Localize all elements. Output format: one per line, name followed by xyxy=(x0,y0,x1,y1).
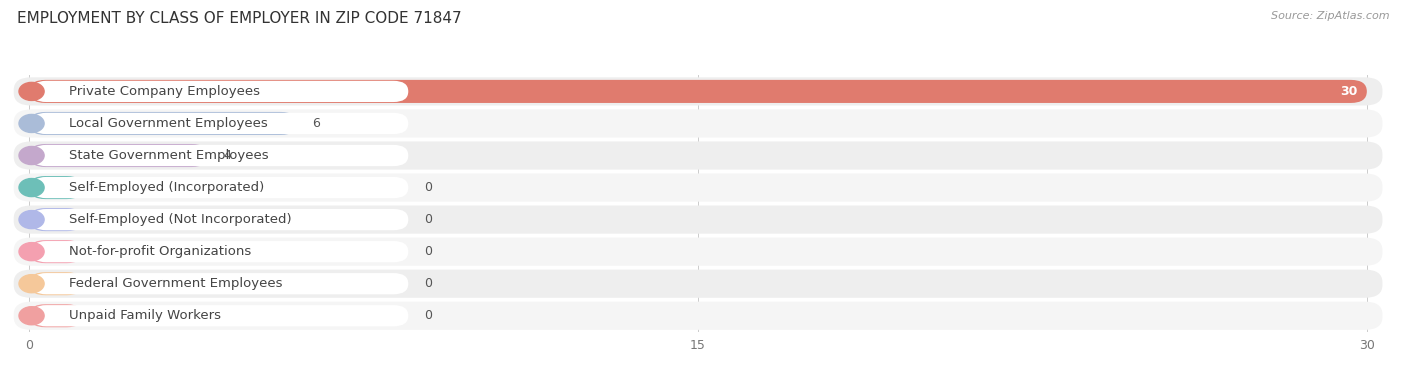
FancyBboxPatch shape xyxy=(31,241,408,262)
Text: EMPLOYMENT BY CLASS OF EMPLOYER IN ZIP CODE 71847: EMPLOYMENT BY CLASS OF EMPLOYER IN ZIP C… xyxy=(17,11,461,26)
Circle shape xyxy=(20,83,44,100)
Text: 0: 0 xyxy=(423,181,432,194)
FancyBboxPatch shape xyxy=(31,113,408,134)
FancyBboxPatch shape xyxy=(30,144,208,167)
Text: 0: 0 xyxy=(423,309,432,322)
FancyBboxPatch shape xyxy=(30,240,83,263)
Text: 0: 0 xyxy=(423,277,432,290)
Text: 4: 4 xyxy=(224,149,231,162)
Circle shape xyxy=(20,243,44,261)
FancyBboxPatch shape xyxy=(31,209,408,230)
FancyBboxPatch shape xyxy=(14,109,1382,138)
FancyBboxPatch shape xyxy=(31,305,408,326)
FancyBboxPatch shape xyxy=(30,208,83,231)
FancyBboxPatch shape xyxy=(14,173,1382,202)
Text: Self-Employed (Not Incorporated): Self-Employed (Not Incorporated) xyxy=(69,213,292,226)
Text: Source: ZipAtlas.com: Source: ZipAtlas.com xyxy=(1271,11,1389,21)
Circle shape xyxy=(20,179,44,196)
FancyBboxPatch shape xyxy=(31,273,408,294)
FancyBboxPatch shape xyxy=(14,270,1382,298)
FancyBboxPatch shape xyxy=(14,238,1382,266)
FancyBboxPatch shape xyxy=(31,145,408,166)
FancyBboxPatch shape xyxy=(14,302,1382,330)
Text: 30: 30 xyxy=(1340,85,1358,98)
Circle shape xyxy=(20,115,44,132)
Circle shape xyxy=(20,147,44,164)
FancyBboxPatch shape xyxy=(30,176,83,199)
Text: 0: 0 xyxy=(423,213,432,226)
FancyBboxPatch shape xyxy=(30,112,297,135)
Text: Local Government Employees: Local Government Employees xyxy=(69,117,269,130)
Text: Federal Government Employees: Federal Government Employees xyxy=(69,277,283,290)
Text: 6: 6 xyxy=(312,117,321,130)
FancyBboxPatch shape xyxy=(30,304,83,327)
Text: State Government Employees: State Government Employees xyxy=(69,149,269,162)
Circle shape xyxy=(20,307,44,325)
FancyBboxPatch shape xyxy=(31,177,408,198)
FancyBboxPatch shape xyxy=(30,272,83,295)
FancyBboxPatch shape xyxy=(14,77,1382,106)
Text: Private Company Employees: Private Company Employees xyxy=(69,85,260,98)
Circle shape xyxy=(20,275,44,293)
FancyBboxPatch shape xyxy=(14,141,1382,170)
FancyBboxPatch shape xyxy=(31,81,408,102)
FancyBboxPatch shape xyxy=(30,80,1367,103)
FancyBboxPatch shape xyxy=(14,205,1382,234)
Text: Not-for-profit Organizations: Not-for-profit Organizations xyxy=(69,245,252,258)
Text: 0: 0 xyxy=(423,245,432,258)
Text: Unpaid Family Workers: Unpaid Family Workers xyxy=(69,309,222,322)
Circle shape xyxy=(20,211,44,228)
Text: Self-Employed (Incorporated): Self-Employed (Incorporated) xyxy=(69,181,264,194)
